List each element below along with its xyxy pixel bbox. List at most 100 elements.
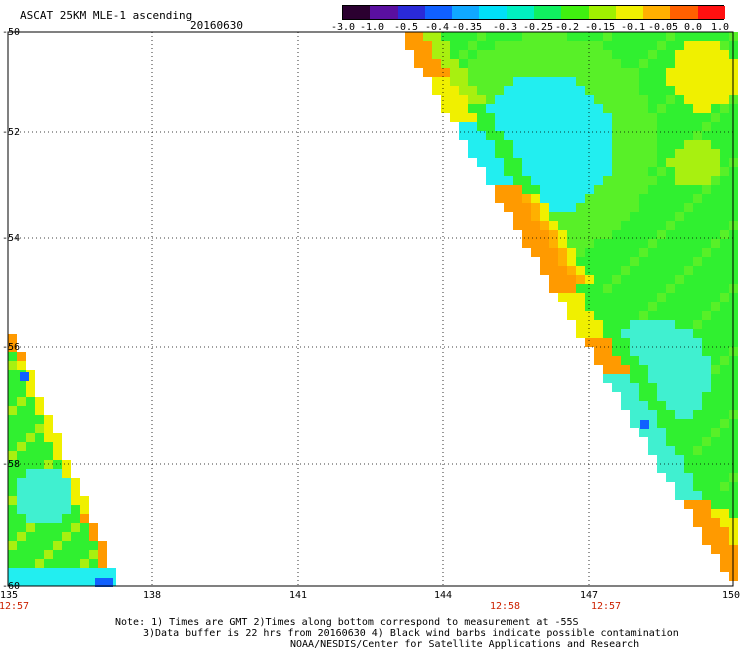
swath-cell — [17, 550, 26, 559]
swath-cell — [693, 293, 702, 302]
swath-cell — [603, 284, 612, 293]
swath-cell — [44, 523, 53, 532]
swath-cell — [576, 302, 585, 311]
swath-cell — [504, 86, 513, 95]
swath-cell — [657, 392, 666, 401]
swath-cell — [522, 86, 531, 95]
swath-cell — [640, 420, 649, 429]
color-scale-label: -0.1 — [620, 22, 646, 33]
swath-cell — [684, 68, 693, 77]
swath-cell — [720, 509, 729, 518]
swath-cell — [441, 59, 450, 68]
swath-cell — [504, 194, 513, 203]
swath-cell — [522, 230, 531, 239]
swath-cell — [513, 176, 522, 185]
swath-cell — [594, 230, 603, 239]
swath-cell — [702, 212, 711, 221]
lat-label: -58 — [2, 459, 21, 470]
swath-cell — [585, 131, 594, 140]
swath-cell — [477, 86, 486, 95]
swath-cell — [35, 496, 44, 505]
swath-cell — [612, 140, 621, 149]
swath-cell — [711, 410, 720, 419]
swath-cell — [648, 95, 657, 104]
swath-cell — [630, 167, 639, 176]
swath-cell — [495, 113, 504, 122]
swath-cell — [702, 293, 711, 302]
swath-cell — [26, 442, 35, 451]
swath-cell — [630, 95, 639, 104]
swath-cell — [657, 122, 666, 131]
swath-cell — [693, 230, 702, 239]
swath-cell — [720, 50, 729, 59]
swath-cell — [621, 284, 630, 293]
swath-cell — [657, 437, 666, 446]
swath-cell — [540, 50, 549, 59]
swath-cell — [657, 32, 666, 41]
swath-cell — [89, 523, 98, 532]
swath-cell — [567, 266, 576, 275]
swath-cell — [702, 158, 711, 167]
swath-cell — [17, 442, 26, 451]
swath-cell — [711, 464, 720, 473]
swath-cell — [603, 158, 612, 167]
swath-cell — [684, 113, 693, 122]
swath-cell — [612, 374, 621, 383]
swath-cell — [585, 95, 594, 104]
swath-cell — [513, 221, 522, 230]
swath-cell — [35, 469, 44, 478]
swath-cell — [477, 77, 486, 86]
swath-cell — [612, 77, 621, 86]
swath-cell — [459, 104, 468, 113]
swath-cell — [702, 230, 711, 239]
swath-cell — [567, 50, 576, 59]
swath-cell — [585, 266, 594, 275]
swath-cell — [621, 401, 630, 410]
swath-cell — [702, 419, 711, 428]
swath-cell — [486, 68, 495, 77]
swath-cell — [26, 370, 35, 379]
swath-cell — [558, 41, 567, 50]
swath-cell — [648, 212, 657, 221]
swath-cell — [80, 514, 89, 523]
swath-cell — [639, 41, 648, 50]
swath-cell — [62, 523, 71, 532]
swath-cell — [639, 383, 648, 392]
swath-cell — [657, 203, 666, 212]
swath-cell — [657, 167, 666, 176]
swath-cell — [711, 293, 720, 302]
swath-cell — [612, 320, 621, 329]
swath-cell — [711, 536, 720, 545]
swath-cell — [98, 550, 107, 559]
swath-cell — [531, 194, 540, 203]
swath-cell — [585, 104, 594, 113]
swath-cell — [35, 415, 44, 424]
swath-cell — [612, 338, 621, 347]
swath-cell — [603, 266, 612, 275]
swath-cell — [711, 302, 720, 311]
swath-cell — [405, 41, 414, 50]
swath-cell — [531, 95, 540, 104]
swath-cell — [639, 356, 648, 365]
swath-cell — [612, 41, 621, 50]
lat-label: -54 — [2, 233, 21, 244]
swath-cell — [89, 532, 98, 541]
swath-cell — [612, 50, 621, 59]
swath-cell — [558, 122, 567, 131]
swath-cell — [17, 451, 26, 460]
swath-cell — [603, 365, 612, 374]
color-scale-segment — [670, 6, 699, 19]
swath-cell — [702, 248, 711, 257]
swath-cell — [621, 365, 630, 374]
swath-cell — [576, 149, 585, 158]
swath-cell — [693, 374, 702, 383]
swath-cell — [702, 464, 711, 473]
swath-cell — [486, 41, 495, 50]
swath-cell — [630, 86, 639, 95]
swath-cell — [720, 86, 729, 95]
swath-cell — [648, 275, 657, 284]
swath-cell — [71, 541, 80, 550]
swath-cell — [594, 41, 603, 50]
swath-cell — [495, 50, 504, 59]
swath-cell — [44, 487, 53, 496]
